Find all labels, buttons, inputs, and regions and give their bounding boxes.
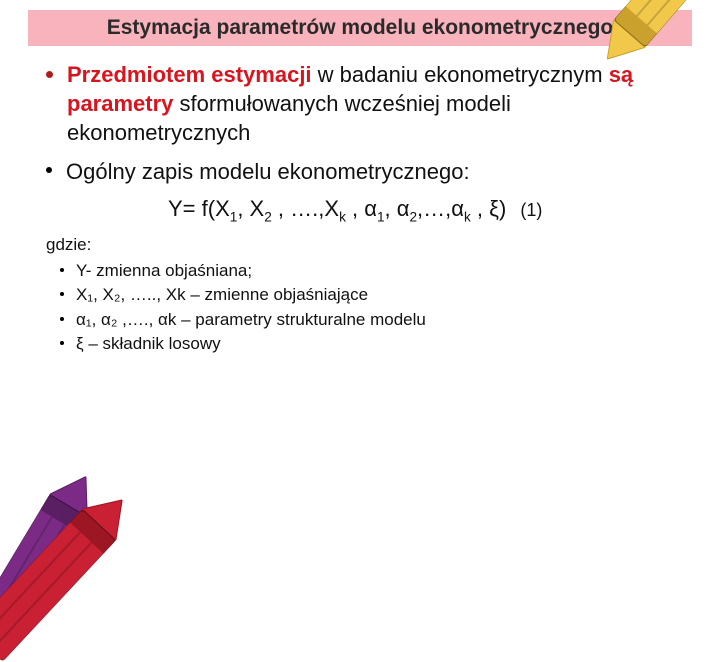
definitions-list: Y- zmienna objaśniana; X₁, X₂, ….., Xk –… [46,259,680,358]
bullet-dot-icon [60,341,64,345]
bullet-item-1: Przedmiotem estymacji w badaniu ekonomet… [46,60,680,147]
b1-part1: Przedmiotem estymacji [67,62,312,87]
bullet-item-2: Ogólny zapis modelu ekonometrycznego: [46,157,680,186]
b1-part2: w badaniu ekonometrycznym [312,62,609,87]
f-sub: 1 [377,210,385,225]
f-pre: Y= f(X [168,196,230,221]
def-item: ξ – składnik losowy [60,332,680,357]
f-s: , α [346,196,377,221]
def-item: Y- zmienna objaśniana; [60,259,680,284]
def-text: X₁, X₂, ….., Xk – zmienne objaśniające [76,283,368,308]
def-text: α₁, α₂ ,…., αk – parametry strukturalne … [76,308,426,333]
bullet-dot-icon [60,268,64,272]
bullet-dot-icon [46,71,53,78]
f-sub: k [339,210,346,225]
f-s: , X [237,196,264,221]
f-tail: , ξ) [471,196,507,221]
f-s: , α [385,196,410,221]
bullet-2-text: Ogólny zapis modelu ekonometrycznego: [66,157,470,186]
bullet-dot-icon [60,292,64,296]
bullet-dot-icon [60,317,64,321]
f-s: ,…,α [417,196,464,221]
def-item: α₁, α₂ ,…., αk – parametry strukturalne … [60,308,680,333]
slide-title: Estymacja parametrów modelu ekonometrycz… [28,10,692,46]
bullet-1-text: Przedmiotem estymacji w badaniu ekonomet… [67,60,680,147]
f-sub: 2 [264,210,272,225]
def-text: Y- zmienna objaśniana; [76,259,252,284]
def-item: X₁, X₂, ….., Xk – zmienne objaśniające [60,283,680,308]
f-sub: 2 [409,210,417,225]
model-formula: Y= f(X1, X2 , ….,Xk , α1, α2,…,αk , ξ)(1… [46,196,680,224]
slide-body: Przedmiotem estymacji w badaniu ekonomet… [0,46,720,357]
bullet-dot-icon [46,167,52,173]
slide-title-text: Estymacja parametrów modelu ekonometrycz… [107,16,614,39]
f-s: , ….,X [272,196,339,221]
equation-number: (1) [520,200,542,220]
f-sub: k [464,210,471,225]
def-text: ξ – składnik losowy [76,332,221,357]
where-label: gdzie: [46,235,680,255]
